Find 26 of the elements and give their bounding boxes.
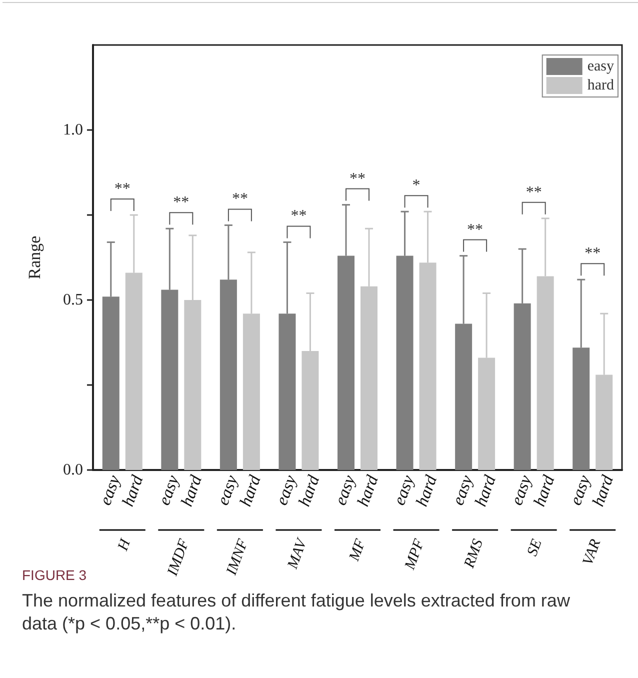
legend-label: easy (587, 58, 614, 74)
annotation: ** (173, 194, 190, 212)
annotation: ** (232, 190, 248, 208)
x-tick-label: MPF (402, 536, 428, 573)
x-tick-label: MAV (284, 536, 311, 572)
x-tick-label: VAR (580, 537, 604, 568)
annotation: ** (467, 221, 484, 238)
x-tick-label: SE (524, 537, 546, 558)
annotation: ** (584, 245, 601, 262)
y-axis-title: Range (25, 236, 44, 280)
annotation: ** (290, 208, 307, 225)
annotation: * (412, 177, 420, 194)
annotation: ** (350, 170, 366, 188)
y-tick-label: 1.0 (63, 122, 83, 138)
y-tick-label: 0.5 (63, 292, 83, 308)
y-tick-label: 0.0 (63, 462, 83, 478)
text: The normalized features of different fatigue levels extracted from raw data (*p < 0.05,**p < 0.01). (22, 590, 575, 634)
x-tick-label: IMDF (164, 536, 193, 579)
annotation: ** (526, 184, 542, 201)
caption: FIGURE 3 (22, 567, 87, 583)
annotation: ** (114, 180, 130, 198)
legend-label: hard (587, 78, 614, 94)
x-tick-label: RMS (461, 536, 487, 572)
x-tick-label: H (114, 536, 134, 554)
x-tick-label: IMNF (224, 536, 252, 578)
x-tick-label: MF (346, 536, 370, 564)
